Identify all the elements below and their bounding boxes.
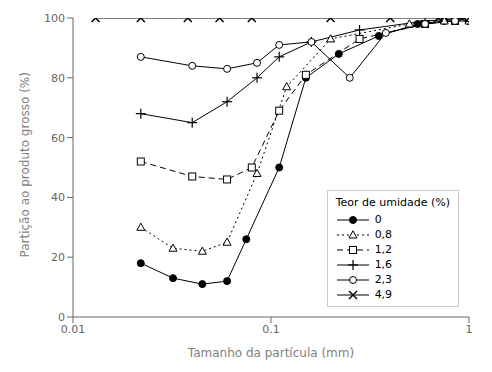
html-text:0,8: 0,8	[374, 228, 393, 241]
svg-text:100: 100	[44, 12, 65, 25]
svg-text:Partição ao produto grosso (%): Partição ao produto grosso (%)	[18, 72, 32, 257]
svg-text:Tamanho da partícula (mm): Tamanho da partícula (mm)	[187, 346, 354, 360]
svg-text:20: 20	[51, 251, 65, 264]
svg-text:60: 60	[51, 132, 65, 145]
svg-text:0: 0	[58, 311, 65, 324]
html-text:2,3: 2,3	[374, 273, 393, 286]
svg-text:0.01: 0.01	[61, 323, 86, 336]
svg-text:0.1: 0.1	[262, 323, 280, 336]
html-text:0: 0	[374, 213, 382, 226]
html-text:1,2: 1,2	[374, 243, 393, 256]
svg-text:40: 40	[51, 191, 65, 204]
html-text:1,6: 1,6	[374, 258, 393, 271]
html-text:Teor de umidade (%): Teor de umidade (%)	[335, 196, 450, 209]
svg-text:1: 1	[466, 323, 473, 336]
html-text:4,9: 4,9	[374, 288, 393, 301]
svg-text:80: 80	[51, 72, 65, 85]
